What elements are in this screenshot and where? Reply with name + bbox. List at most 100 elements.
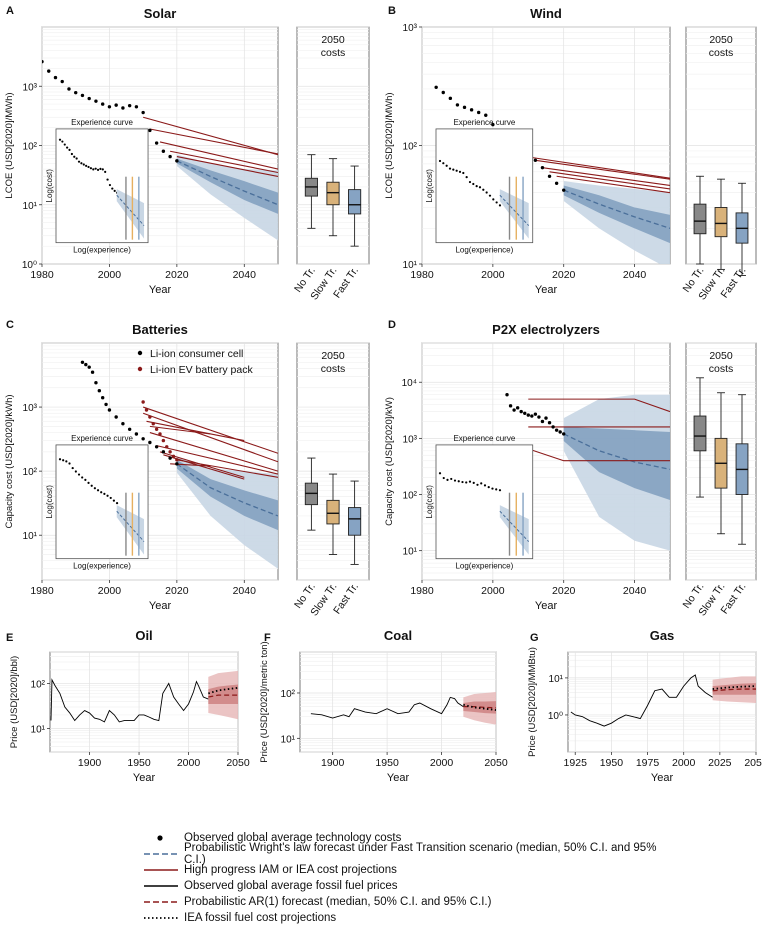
inset-box	[55, 128, 149, 244]
inset-point	[87, 165, 90, 169]
x-tick-label: 1950	[127, 757, 151, 769]
inset-ci-band	[116, 505, 145, 555]
inset-point	[58, 138, 62, 141]
projection-line	[142, 406, 278, 454]
inset-point	[70, 152, 73, 156]
observed-point	[114, 103, 118, 107]
legend-item: Observed global average technology costs	[140, 830, 680, 846]
projection-line	[149, 432, 278, 472]
observed-point	[533, 412, 538, 416]
inset-point	[491, 487, 494, 490]
plot-content	[310, 692, 496, 725]
x-tick-label: 2020	[165, 269, 189, 281]
observed-point	[97, 389, 102, 393]
inset-point	[498, 204, 502, 207]
inset-point	[498, 489, 502, 492]
x-tick-label: 2020	[552, 269, 576, 281]
x-tick-label: 1900	[78, 757, 102, 769]
y-tick-label: 10¹	[403, 260, 418, 271]
inset-ci-band	[499, 505, 529, 555]
observed-point	[168, 154, 172, 159]
x-tick-label: 2020	[165, 585, 189, 597]
observed-point	[42, 59, 44, 64]
panel-letter: D	[388, 319, 396, 331]
inset-forecast-line	[499, 194, 530, 226]
forecast-median-line	[563, 189, 670, 229]
boxplot-title: 2050	[709, 34, 733, 46]
legend-label: Observed global average fossil fuel pric…	[184, 880, 398, 892]
observed-point	[512, 408, 516, 412]
observed-point	[34, 48, 37, 51]
observed-point	[551, 425, 555, 429]
projection-line	[556, 175, 670, 194]
observed-point	[100, 396, 105, 400]
projection-line	[176, 459, 278, 478]
inset-point	[58, 458, 62, 461]
observed-point	[87, 96, 91, 101]
inset-point	[475, 185, 478, 188]
observed-point	[154, 141, 159, 145]
inset-point	[438, 159, 442, 163]
inset-point	[96, 168, 100, 171]
observed-point	[67, 87, 71, 91]
y-tick-label: 10⁴	[402, 378, 417, 389]
x-axis-label: Year	[133, 772, 156, 784]
inset-point	[488, 194, 492, 197]
projection-line	[528, 398, 670, 413]
y-tick-label: 10³	[23, 82, 38, 93]
inset-point	[468, 180, 472, 184]
legend-item: Probabilistic Wright's law forecast unde…	[140, 842, 680, 866]
inset-forecast-line	[116, 194, 145, 226]
x-tick-label: 2050	[226, 757, 250, 769]
projection-line	[156, 445, 278, 475]
inset-ylabel: Log(cost)	[45, 485, 54, 519]
y-tick-label: 10²	[31, 679, 46, 690]
panel-letter: E	[6, 632, 13, 644]
inset-point	[495, 201, 498, 204]
x-tick-label: 1980	[30, 269, 54, 281]
inset-xlabel: Log(experience)	[455, 562, 513, 571]
panel-letter: F	[264, 632, 271, 644]
y-axis-label: Price (USD[2020]/bbl)	[9, 656, 20, 748]
plot-content	[27, 36, 278, 241]
panel-letter: G	[530, 632, 539, 644]
observed-point	[462, 105, 467, 110]
observed-point	[562, 432, 566, 436]
inset-point	[492, 198, 495, 201]
observed-point	[547, 174, 552, 178]
inset-point	[465, 175, 468, 179]
box-body	[326, 499, 340, 525]
chart-title: P2X electrolyzers	[492, 322, 600, 337]
observed-point	[537, 415, 541, 419]
y-axis-label: Price (USD[2020]/MMBtu)	[527, 647, 538, 757]
inset-title: Experience curve	[71, 434, 133, 443]
inset-point	[80, 162, 83, 165]
observed-point	[37, 55, 40, 58]
projection-line	[549, 171, 670, 190]
plot-content	[434, 85, 670, 264]
observed-point	[148, 440, 152, 445]
iea-projection-line	[463, 703, 496, 711]
y-axis-label: Capacity cost (USD[2020]/kWh)	[4, 394, 15, 528]
x-tick-label: 1925	[564, 757, 588, 769]
legend-dot	[137, 350, 143, 356]
inset-point	[465, 481, 468, 484]
inset-title: Experience curve	[71, 118, 133, 127]
observed-point	[441, 90, 445, 95]
inset-point	[446, 478, 449, 481]
inset-xlabel: Log(experience)	[455, 246, 513, 255]
legend-item: IEA fossil fuel cost projections	[140, 910, 680, 926]
x-tick-label: 2000	[177, 757, 201, 769]
panel-C: C Batteries 1980 2000 2020 2040 10¹ 10² 10³ Year C…	[4, 319, 370, 618]
panel-E: E Oil 1900 1950 2000 2050 10¹ 10² Year Price (USD…	[6, 628, 250, 784]
observed-point	[27, 36, 30, 39]
inset-point	[478, 186, 482, 189]
inset-point	[472, 182, 475, 186]
observed-ev-point	[148, 415, 152, 419]
observed-point	[53, 75, 58, 80]
observed-ev-point	[165, 445, 169, 449]
inset-point	[75, 157, 78, 160]
chart-title: Coal	[384, 628, 412, 643]
observed-price-line	[310, 696, 464, 719]
